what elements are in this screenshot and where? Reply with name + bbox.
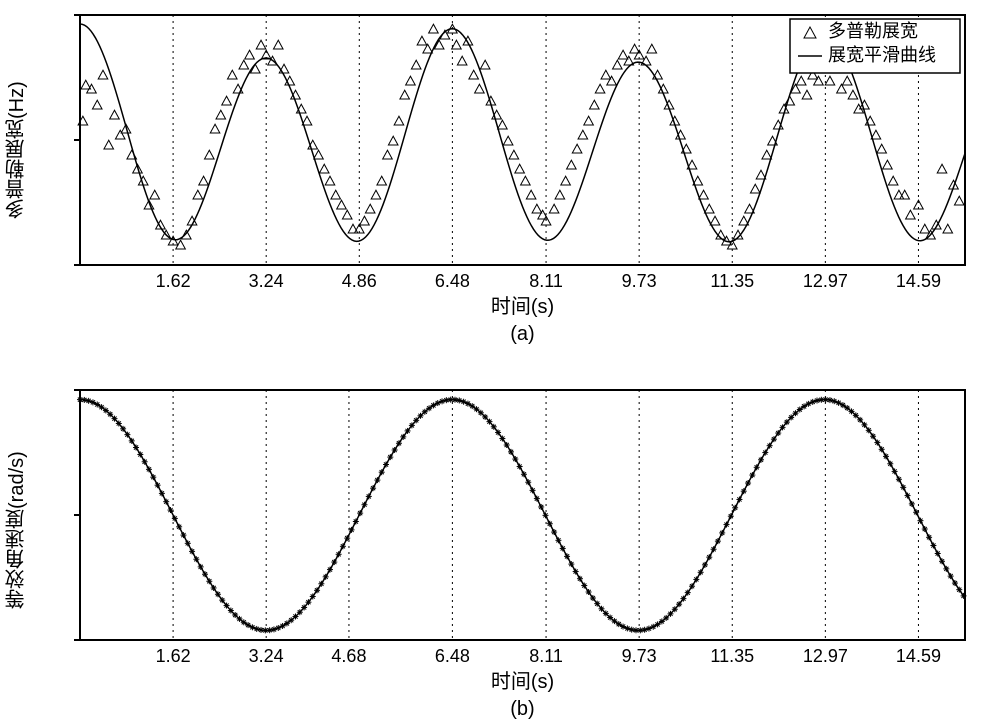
svg-text:6.48: 6.48 bbox=[435, 646, 470, 666]
svg-text:14.59: 14.59 bbox=[896, 271, 941, 291]
svg-text:8.11: 8.11 bbox=[529, 271, 563, 291]
svg-text:12.97: 12.97 bbox=[803, 646, 848, 666]
svg-text:1.62: 1.62 bbox=[156, 646, 191, 666]
svg-text:6.48: 6.48 bbox=[435, 271, 470, 291]
svg-text:9.73: 9.73 bbox=[622, 646, 657, 666]
svg-text:多普勒展宽: 多普勒展宽 bbox=[828, 21, 918, 41]
panel-b-ylabel-text: 等效角速度 bbox=[6, 509, 28, 609]
panel-a-ylabel-text: 多普勒展宽 bbox=[6, 119, 28, 219]
panel-a: 1.623.244.866.488.119.7311.3512.9714.590… bbox=[70, 10, 980, 290]
svg-text:8.11: 8.11 bbox=[529, 646, 563, 666]
panel-b-ylabel: 等效角速度(rad/s) bbox=[2, 430, 31, 630]
panel-b-yunit: (rad/s) bbox=[6, 451, 28, 509]
panel-a-ylabel: 多普勒展宽(Hz) bbox=[2, 50, 31, 250]
svg-text:(a): (a) bbox=[510, 323, 534, 345]
svg-text:3.24: 3.24 bbox=[249, 646, 284, 666]
panel-b: 1.623.244.686.488.119.7311.3512.9714.59-… bbox=[70, 385, 980, 665]
svg-text:14.59: 14.59 bbox=[896, 646, 941, 666]
svg-text:1.62: 1.62 bbox=[156, 271, 191, 291]
svg-text:9.73: 9.73 bbox=[622, 271, 657, 291]
panel-b-svg: 1.623.244.686.488.119.7311.3512.9714.59-… bbox=[70, 385, 980, 725]
svg-text:展宽平滑曲线: 展宽平滑曲线 bbox=[828, 45, 936, 65]
panel-a-svg: 1.623.244.866.488.119.7311.3512.9714.590… bbox=[70, 10, 980, 350]
svg-text:时间(s): 时间(s) bbox=[491, 295, 554, 318]
svg-text:时间(s): 时间(s) bbox=[491, 670, 554, 693]
svg-text:12.97: 12.97 bbox=[803, 271, 848, 291]
figure-root: 多普勒展宽(Hz) 等效角速度(rad/s) 1.623.244.866.488… bbox=[0, 0, 1000, 697]
svg-text:11.35: 11.35 bbox=[710, 646, 754, 666]
svg-text:4.86: 4.86 bbox=[342, 271, 377, 291]
svg-text:11.35: 11.35 bbox=[710, 271, 754, 291]
svg-text:(b): (b) bbox=[510, 698, 534, 720]
svg-text:4.68: 4.68 bbox=[331, 646, 366, 666]
panel-a-yunit: (Hz) bbox=[6, 81, 28, 119]
svg-text:3.24: 3.24 bbox=[249, 271, 284, 291]
